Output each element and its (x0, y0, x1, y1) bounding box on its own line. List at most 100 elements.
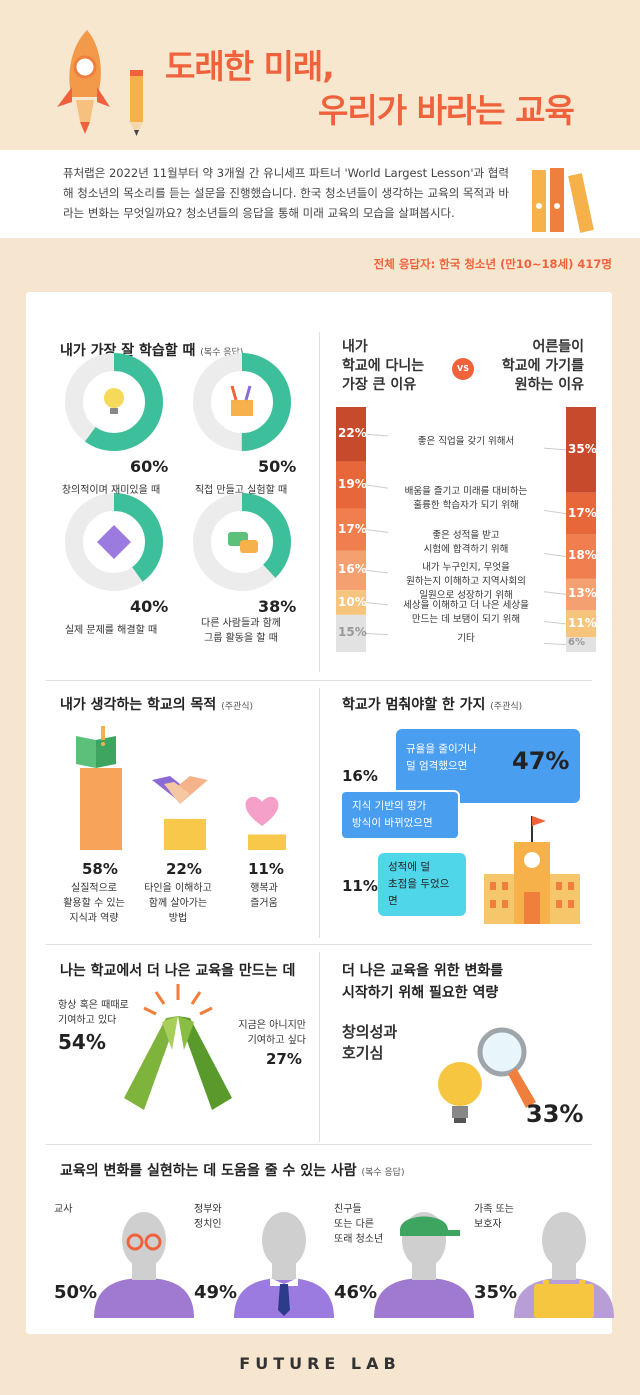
purpose-bar-chart (80, 768, 286, 850)
head (542, 1212, 586, 1268)
stop-pct-3: 11% (342, 877, 378, 895)
reason-label: 기타 (388, 632, 544, 647)
purpose-label-2: 타인을 이해하고 함께 살아가는 방법 (144, 883, 212, 924)
helper-pct: 35% (474, 1282, 518, 1303)
reasons-labels: 22% 35% 좋은 직업을 갖기 위해서 19% 17% 배움을 즐기고 미래를 대비하… (336, 407, 597, 652)
stop-bubble-3: 성적에 덜 초점을 두었으면 (378, 853, 466, 916)
right-bar-value: 6% (568, 637, 585, 649)
tie-icon (278, 1284, 290, 1316)
left-bar-segment (336, 614, 366, 652)
donut-label-1: 창의적이며 재미있을 때 (61, 485, 161, 496)
high-five-icon (124, 984, 232, 1110)
right-bar-value: 18% (568, 548, 597, 563)
helpers-title: 교육의 변화를 실현하는 데 도움을 줄 수 있는 사람 (복수 응답) (60, 1163, 405, 1179)
purpose-label-3: 행복과 즐거움 (250, 883, 278, 909)
left-bar-value: 16% (338, 562, 367, 577)
donut-pct-2: 50% (258, 457, 297, 476)
reason-label: 세상을 이해하고 더 나은 세상을 만드는 데 보탬이 되기 위해 (388, 599, 544, 628)
right-bar-value: 11% (568, 615, 597, 630)
purpose-pct-3: 11% (248, 860, 284, 878)
learn-best-title: 내가 가장 잘 학습할 때 (복수 응답) (60, 343, 244, 359)
competency-label: 창의성과 호기심 (342, 1023, 398, 1062)
donut-arc (65, 493, 163, 591)
purpose-bar (164, 818, 206, 850)
helpers-row: 교사 50% 정부와 정치인 49% 친구들 또는 다른 또래 청소년 46% 가족 또는 보호자 3… (26, 1192, 614, 1318)
pencil-cup-icon (230, 385, 253, 416)
competency-pct: 33% (526, 1100, 584, 1128)
rocket-icon (57, 30, 110, 134)
head (262, 1212, 306, 1268)
school-stop-title: 학교가 멈춰야할 한 가지 (주관식) (342, 697, 523, 713)
contribute-title: 나는 학교에서 더 나은 교육을 만드는 데 (60, 963, 296, 979)
collar (270, 1278, 298, 1286)
respondents-note: 전체 응답자: 한국 청소년 (만10~18세) 417명 (373, 257, 612, 271)
overalls-icon (534, 1284, 594, 1318)
helper-pct: 49% (194, 1282, 238, 1303)
body (94, 1278, 194, 1318)
purpose-pct-2: 22% (166, 860, 202, 878)
helper-label: 친구들 또는 다른 또래 청소년 (334, 1204, 384, 1245)
donut-arc (65, 353, 163, 451)
school-building-icon (484, 816, 580, 924)
binders-icon (532, 168, 594, 233)
right-bar-value: 35% (568, 441, 597, 456)
reason-label: 배움을 즐기고 미래를 대비하는 훌륭한 학습자가 되기 위해 (388, 485, 544, 514)
reasons-left-title: 내가 학교에 다니는 가장 큰 이유 (342, 339, 425, 393)
page-title-line1: 도래한 미래, (165, 47, 335, 86)
divider (46, 680, 592, 681)
intro-text: 퓨처랩은 2022년 11월부터 약 3개월 간 유니세프 파트너 'World… (63, 166, 509, 220)
donut-pct-4: 38% (258, 597, 297, 616)
purpose-label-1: 실질적으로 활용할 수 있는 지식과 역량 (63, 883, 125, 924)
right-bar-segment (566, 578, 596, 611)
divider (319, 688, 320, 938)
reasons-right-title: 어른들이 학교에 가기를 원하는 이유 (501, 339, 584, 393)
left-bar-value: 17% (338, 521, 367, 536)
donut-arc (193, 353, 291, 451)
donut-pct-1: 60% (130, 457, 169, 476)
purpose-pct-1: 58% (82, 860, 118, 878)
right-bar-segment (566, 637, 596, 652)
body (374, 1278, 474, 1318)
pencil-icon (130, 70, 143, 136)
right-bar-segment (566, 492, 596, 535)
learn-best-donuts (65, 353, 291, 591)
content-card: 내가 가장 잘 학습할 때 (복수 응답) 60% 50% 40% 38% 창의… (26, 292, 614, 1334)
divider (319, 332, 320, 672)
left-bar-value: 10% (338, 594, 367, 609)
right-bar-segment (566, 407, 596, 493)
teacher-icon (94, 1212, 194, 1318)
school-purpose-title: 내가 생각하는 학교의 목적 (주관식) (60, 697, 254, 713)
donut-pct-3: 40% (130, 597, 169, 616)
stop-pct-1: 47% (512, 747, 570, 775)
left-bar-segment (336, 508, 366, 551)
book-icon (76, 726, 116, 768)
handshake-icon (152, 776, 208, 804)
donut-3 (65, 493, 163, 591)
reason-label: 내가 누구인지, 무엇을 원하는지 이해하고 지역사회의 일원으로 성장하기 위해 (388, 561, 544, 604)
footer-logo: FUTURE LAB (239, 1354, 401, 1373)
left-bar-segment (336, 550, 366, 591)
stop-bubble-2: 지식 기반의 평가 방식이 바뀌었으면 (340, 790, 460, 840)
lightbulb-magnifier-icon (438, 1027, 536, 1123)
puzzle-icon (97, 525, 131, 559)
header: 도래한 미래, 우리가 바라는 교육 (0, 0, 640, 150)
left-bar-segment (336, 407, 366, 462)
right-bar-value: 13% (568, 586, 597, 601)
glasses-icon (144, 1233, 162, 1251)
intro-panel: 퓨처랩은 2022년 11월부터 약 3개월 간 유니세프 파트너 'World… (0, 150, 640, 238)
competency-title: 더 나은 교육을 위한 변화를 시작하기 위해 필요한 역량 (342, 963, 504, 1001)
peer-icon (374, 1212, 474, 1318)
helper-label: 교사 (54, 1204, 73, 1215)
donut-arc (193, 493, 291, 591)
contribute-left-label: 항상 혹은 때때로 기여하고 있다 (58, 1000, 129, 1026)
head (122, 1212, 166, 1268)
left-bar-segment (336, 461, 366, 509)
contribute-right-label: 지금은 아니지만 기여하고 싶다 (238, 1020, 306, 1046)
helper-label: 정부와 정치인 (194, 1204, 222, 1230)
lightbulb-icon (104, 388, 124, 414)
donut-label-3: 실제 문제를 해결할 때 (64, 625, 158, 636)
right-bar-value: 17% (568, 505, 597, 520)
helper-label: 가족 또는 보호자 (474, 1204, 514, 1230)
politician-icon (234, 1212, 334, 1318)
left-bar-segment (336, 590, 366, 615)
